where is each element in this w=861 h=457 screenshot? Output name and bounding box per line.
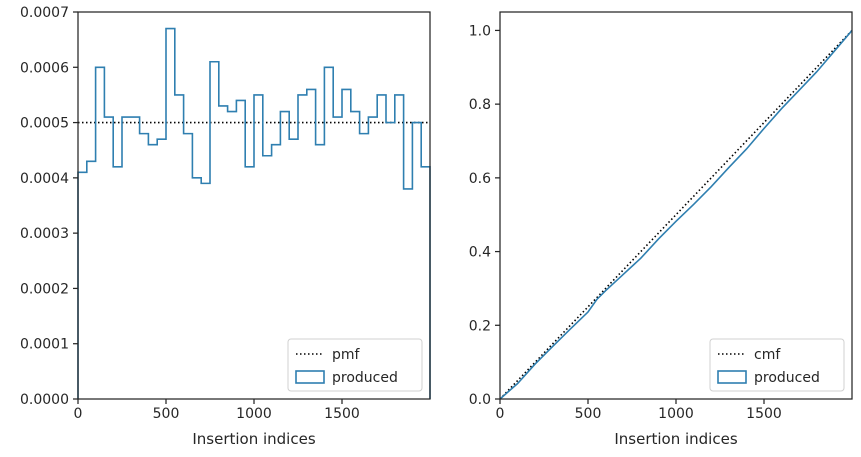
- left-x-tick-label: 500: [153, 406, 180, 422]
- left-x-axis-label: Insertion indices: [192, 430, 315, 448]
- right-x-tick-label: 1500: [746, 406, 782, 422]
- right-legend-marker-produced: [717, 370, 747, 384]
- right-x-axis-label: Insertion indices: [614, 430, 737, 448]
- right-series-cmf: [499, 29, 853, 400]
- left-legend-marker-produced: [295, 370, 325, 384]
- right-legend-box: [709, 338, 845, 392]
- left-legend-label-pmf: pmf: [332, 347, 361, 363]
- left-y-tick-label: 0.0004: [20, 171, 69, 187]
- left-y-tick-label: 0.0000: [20, 392, 69, 408]
- left-y-tick-label: 0.0002: [20, 281, 69, 297]
- left-plot-area: [77, 27, 431, 399]
- right-series-produced: [499, 29, 853, 400]
- left-x-tick-label: 1500: [324, 406, 360, 422]
- left-y-tick-label: 0.0003: [20, 226, 69, 242]
- right-x-tick-label: 500: [575, 406, 602, 422]
- left-y-tick-label: 0.0001: [20, 337, 69, 353]
- left-legend-label-produced: produced: [332, 370, 398, 386]
- right-y-tick-label: 0.2: [469, 318, 491, 334]
- left-legend: pmf produced: [287, 338, 423, 392]
- right-legend-label-produced: produced: [754, 370, 820, 386]
- right-y-tick-label: 0.4: [469, 245, 491, 261]
- right-legend: cmf produced: [709, 338, 845, 392]
- right-plot-area: [499, 29, 853, 400]
- right-y-tick-label: 0.6: [469, 171, 491, 187]
- left-axes: 0 500 1000 1500 0.0000 0.0001 0.0002 0.0003 0.00…: [20, 5, 431, 448]
- left-x-tick-label: 0: [74, 406, 83, 422]
- right-y-tick-label: 0.0: [469, 392, 491, 408]
- left-x-tick-label: 1000: [236, 406, 272, 422]
- left-y-tick-label: 0.0005: [20, 116, 69, 132]
- right-x-tick-label: 0: [496, 406, 505, 422]
- right-x-tick-label: 1000: [658, 406, 694, 422]
- left-y-tick-label: 0.0007: [20, 5, 69, 21]
- right-axes: 0 500 1000 1500 0.0 0.2 0.4 0.6 0.8 1.0 Insertion …: [469, 11, 853, 448]
- right-legend-label-cmf: cmf: [754, 347, 781, 363]
- left-y-tick-label: 0.0006: [20, 60, 69, 76]
- left-legend-box: [287, 338, 423, 392]
- right-y-tick-label: 1.0: [469, 23, 491, 39]
- left-series-produced: [77, 27, 431, 399]
- right-y-tick-label: 0.8: [469, 97, 491, 113]
